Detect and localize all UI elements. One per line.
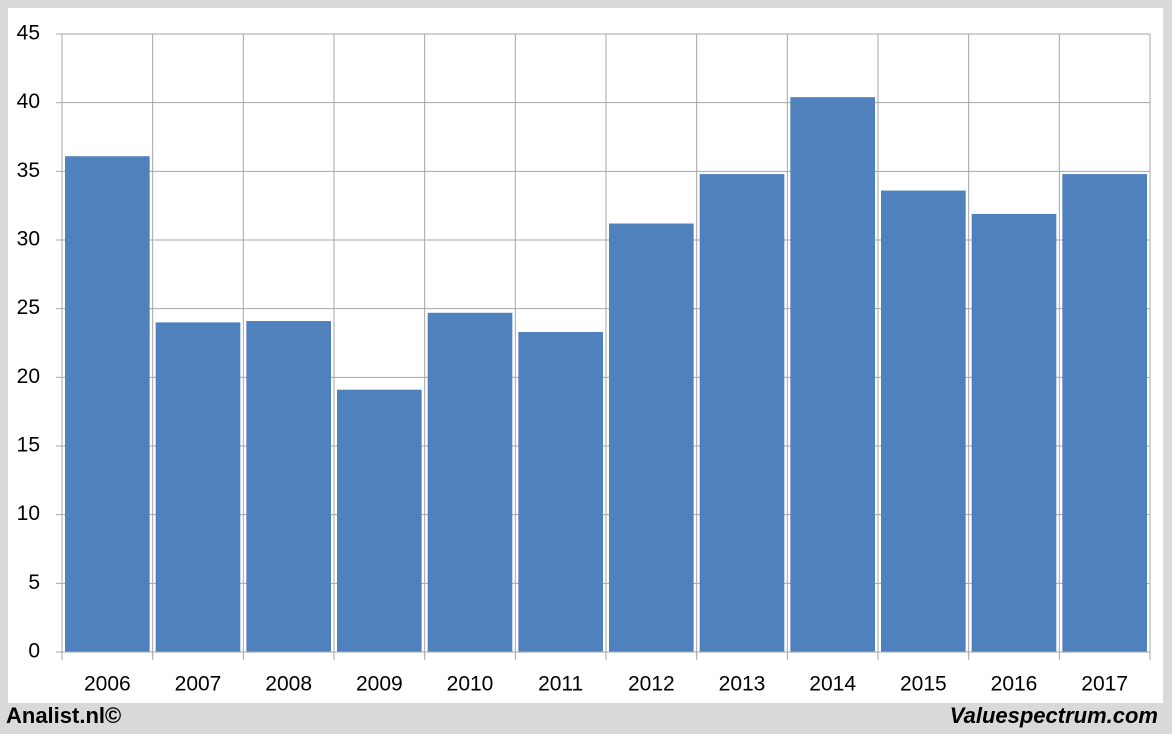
x-tick-label: 2008 [265,673,312,696]
x-tick-label: 2011 [538,673,583,696]
x-tick-label: 2006 [84,673,131,696]
x-tick-label: 2017 [1081,673,1128,696]
x-tick-label: 2007 [175,673,222,696]
bar [1062,174,1147,652]
y-tick-label: 0 [28,640,40,663]
bar [609,223,694,652]
y-tick-label: 5 [28,571,40,594]
x-tick-label: 2009 [356,673,403,696]
x-tick-label: 2015 [900,673,947,696]
bar [427,312,513,652]
y-tick-label: 40 [17,90,40,113]
bar [246,321,331,652]
bar [337,389,422,652]
y-tick-label: 25 [17,296,40,319]
bar [790,97,875,652]
x-tick-label: 2013 [719,673,766,696]
x-tick-label: 2014 [809,673,856,696]
y-tick-label: 20 [17,365,40,388]
bar [881,190,966,652]
y-tick-label: 30 [17,228,40,251]
y-tick-label: 45 [17,22,40,45]
bar [65,156,150,652]
footer-left: Analist.nl© [6,703,121,728]
footer-right: Valuespectrum.com [950,703,1158,728]
bar [971,213,1057,652]
y-tick-label: 15 [17,434,40,457]
y-tick-label: 10 [17,502,40,525]
bar [518,332,603,652]
x-tick-label: 2012 [628,673,675,696]
x-tick-label: 2010 [447,673,494,696]
y-tick-label: 35 [17,159,40,182]
bar [699,174,785,652]
bar [155,322,241,652]
x-tick-label: 2016 [991,673,1038,696]
